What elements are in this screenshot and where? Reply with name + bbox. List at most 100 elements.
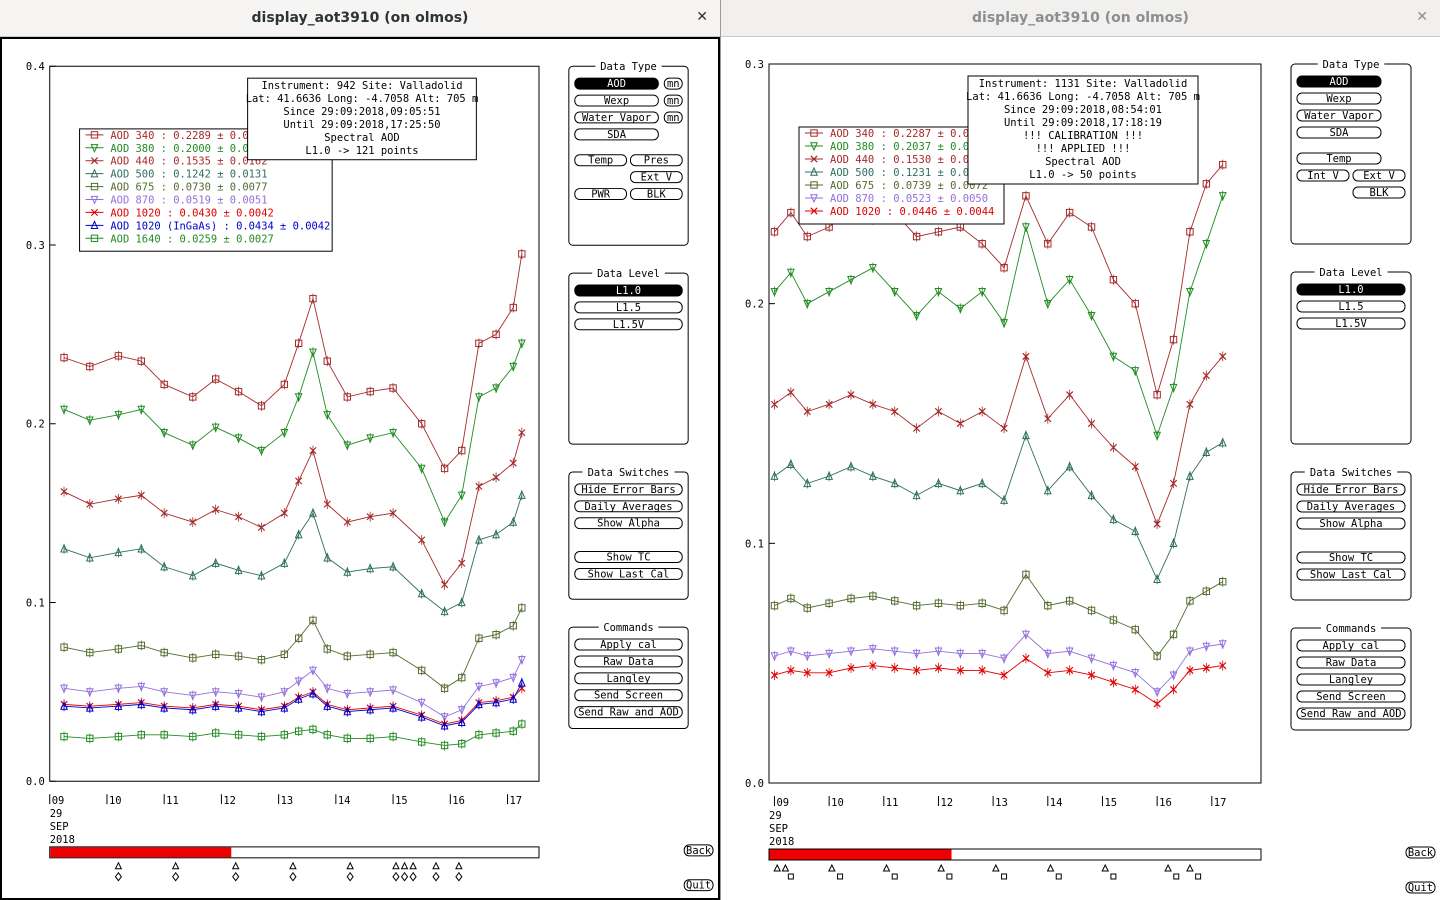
data-level-l1-0-button[interactable]: L1.0 bbox=[574, 284, 683, 297]
data-type-temp-button[interactable]: Temp bbox=[574, 154, 628, 167]
data-type-aod-button-frame[interactable] bbox=[1296, 75, 1382, 88]
quit-button-frame[interactable] bbox=[1405, 881, 1436, 894]
raw-data-button[interactable]: Raw Data bbox=[1296, 656, 1406, 669]
hide-error-bars-button[interactable]: Hide Error Bars bbox=[1296, 483, 1406, 496]
show-alpha-button[interactable]: Show Alpha bbox=[1296, 517, 1406, 530]
send-screen-button-frame[interactable] bbox=[1296, 690, 1406, 703]
daily-averages-button[interactable]: Daily Averages bbox=[574, 500, 683, 513]
send-raw-and-aod-button[interactable]: Send Raw and AOD bbox=[574, 706, 683, 719]
data-type-aod-button-frame[interactable] bbox=[574, 77, 659, 90]
raw-data-button-frame[interactable] bbox=[1296, 656, 1406, 669]
show-alpha-button[interactable]: Show Alpha bbox=[574, 517, 683, 530]
hide-error-bars-button[interactable]: Hide Error Bars bbox=[574, 483, 683, 496]
data-type-sda-button-frame[interactable] bbox=[574, 128, 659, 141]
data-type-sda-button[interactable]: SDA bbox=[574, 128, 659, 141]
langley-button-frame[interactable] bbox=[574, 672, 683, 685]
mn-button-frame[interactable] bbox=[663, 77, 683, 90]
quit-button-frame[interactable] bbox=[683, 879, 714, 892]
show-alpha-button-frame[interactable] bbox=[574, 517, 683, 530]
data-type-water-vapor-button-frame[interactable] bbox=[574, 111, 659, 124]
back-button-frame[interactable] bbox=[683, 844, 714, 857]
raw-data-button-frame[interactable] bbox=[574, 655, 683, 668]
data-type-water-vapor-button-frame[interactable] bbox=[1296, 109, 1382, 122]
data-type-temp-button[interactable]: Temp bbox=[1296, 152, 1382, 165]
apply-cal-button[interactable]: Apply cal bbox=[574, 638, 683, 651]
langley-button-frame[interactable] bbox=[1296, 673, 1406, 686]
data-level-l1-5v-button-frame[interactable] bbox=[1296, 317, 1406, 330]
data-type-pwr-button[interactable]: PWR bbox=[574, 188, 628, 201]
hide-error-bars-button-frame[interactable] bbox=[1296, 483, 1406, 496]
data-type-blk-button[interactable]: BLK bbox=[1352, 186, 1406, 199]
data-type-sda-button-frame[interactable] bbox=[1296, 126, 1382, 139]
data-type-ext-v-button-frame[interactable] bbox=[629, 171, 683, 184]
show-last-cal-button-frame[interactable] bbox=[1296, 568, 1406, 581]
show-tc-button[interactable]: Show TC bbox=[574, 551, 683, 563]
data-type-ext-v-button[interactable]: Ext V bbox=[629, 171, 683, 184]
data-level-l1-5-button-frame[interactable] bbox=[574, 301, 683, 314]
data-level-l1-0-button-frame[interactable] bbox=[1296, 283, 1406, 296]
data-type-water-vapor-button[interactable]: Water Vapor bbox=[1296, 109, 1382, 122]
data-level-l1-5-button-frame[interactable] bbox=[1296, 300, 1406, 313]
data-type-temp-button-frame[interactable] bbox=[1296, 152, 1382, 165]
raw-data-button[interactable]: Raw Data bbox=[574, 655, 683, 668]
data-type-ext-v-button[interactable]: Ext V bbox=[1352, 169, 1406, 182]
send-raw-and-aod-button[interactable]: Send Raw and AOD bbox=[1296, 707, 1406, 720]
data-type-aod-button[interactable]: AOD bbox=[1296, 75, 1382, 88]
show-last-cal-button[interactable]: Show Last Cal bbox=[1296, 568, 1406, 581]
send-raw-and-aod-button-frame[interactable] bbox=[1296, 707, 1406, 720]
data-type-blk-button[interactable]: BLK bbox=[629, 188, 683, 201]
show-tc-button[interactable]: Show TC bbox=[1296, 551, 1406, 564]
data-type-int-v-button-frame[interactable] bbox=[1296, 169, 1350, 182]
data-type-blk-button-frame[interactable] bbox=[1352, 186, 1406, 199]
send-screen-button[interactable]: Send Screen bbox=[574, 689, 683, 702]
data-type-ext-v-button-frame[interactable] bbox=[1352, 169, 1406, 182]
mn-button[interactable]: mn bbox=[663, 94, 683, 107]
mn-button[interactable]: mn bbox=[663, 77, 683, 90]
close-icon[interactable]: ✕ bbox=[1416, 9, 1428, 25]
back-button-frame[interactable] bbox=[1405, 846, 1436, 859]
hide-error-bars-button-frame[interactable] bbox=[574, 483, 683, 496]
data-level-l1-5v-button-frame[interactable] bbox=[574, 318, 683, 331]
data-type-pwr-button-frame[interactable] bbox=[574, 188, 628, 200]
data-type-wexp-button-frame[interactable] bbox=[1296, 92, 1382, 105]
data-type-wexp-button[interactable]: Wexp bbox=[1296, 92, 1382, 105]
show-tc-button-frame[interactable] bbox=[1296, 551, 1406, 564]
data-type-blk-button-frame[interactable] bbox=[629, 188, 683, 200]
back-button[interactable]: Back bbox=[683, 844, 714, 857]
mn-button-frame[interactable] bbox=[663, 111, 683, 124]
send-screen-button[interactable]: Send Screen bbox=[1296, 690, 1406, 703]
quit-button[interactable]: Quit bbox=[683, 879, 714, 892]
langley-button[interactable]: Langley bbox=[574, 672, 683, 685]
data-type-aod-button[interactable]: AOD bbox=[574, 77, 659, 90]
daily-averages-button-frame[interactable] bbox=[574, 500, 683, 513]
close-icon[interactable]: ✕ bbox=[696, 9, 708, 25]
data-level-l1-5v-button[interactable]: L1.5V bbox=[574, 318, 683, 331]
langley-button[interactable]: Langley bbox=[1296, 673, 1406, 686]
apply-cal-button-frame[interactable] bbox=[574, 638, 683, 651]
show-last-cal-button-frame[interactable] bbox=[574, 567, 683, 580]
show-tc-button-frame[interactable] bbox=[574, 551, 683, 563]
data-type-wexp-button-frame[interactable] bbox=[574, 94, 659, 107]
show-last-cal-button[interactable]: Show Last Cal bbox=[574, 567, 683, 580]
data-type-sda-button[interactable]: SDA bbox=[1296, 126, 1382, 139]
daily-averages-button[interactable]: Daily Averages bbox=[1296, 500, 1406, 513]
data-type-wexp-button[interactable]: Wexp bbox=[574, 94, 659, 107]
data-type-water-vapor-button[interactable]: Water Vapor bbox=[574, 111, 659, 124]
quit-button[interactable]: Quit bbox=[1405, 881, 1436, 894]
data-level-l1-0-button[interactable]: L1.0 bbox=[1296, 283, 1406, 296]
send-screen-button-frame[interactable] bbox=[574, 689, 683, 702]
data-level-l1-5-button[interactable]: L1.5 bbox=[574, 301, 683, 314]
data-level-l1-5-button[interactable]: L1.5 bbox=[1296, 300, 1406, 313]
data-type-int-v-button[interactable]: Int V bbox=[1296, 169, 1350, 182]
apply-cal-button-frame[interactable] bbox=[1296, 639, 1406, 652]
daily-averages-button-frame[interactable] bbox=[1296, 500, 1406, 513]
mn-button-frame[interactable] bbox=[663, 94, 683, 107]
send-raw-and-aod-button-frame[interactable] bbox=[574, 706, 683, 719]
data-type-pres-button[interactable]: Pres bbox=[629, 154, 683, 167]
data-type-pres-button-frame[interactable] bbox=[629, 154, 683, 167]
apply-cal-button[interactable]: Apply cal bbox=[1296, 639, 1406, 652]
back-button[interactable]: Back bbox=[1405, 846, 1436, 859]
data-level-l1-0-button-frame[interactable] bbox=[574, 284, 683, 297]
data-type-temp-button-frame[interactable] bbox=[574, 154, 628, 167]
mn-button[interactable]: mn bbox=[663, 111, 683, 124]
